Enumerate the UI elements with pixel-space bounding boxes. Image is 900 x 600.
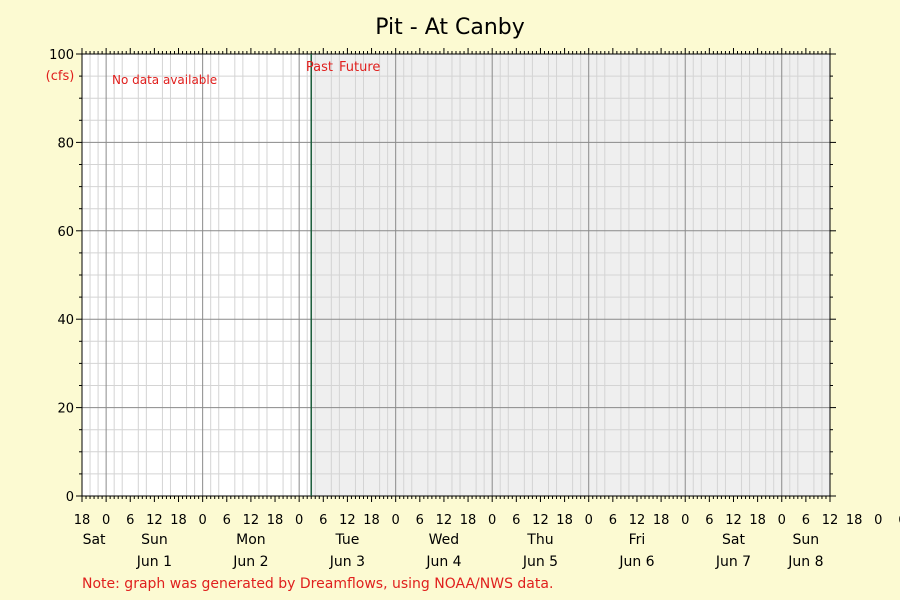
x-hour-tick-label: 0: [585, 513, 593, 528]
x-date-label: Jun 2: [232, 554, 268, 570]
x-hour-tick-label: 6: [126, 513, 134, 528]
x-hour-tick-label: 6: [705, 513, 713, 528]
x-day-label: Sat: [722, 532, 745, 548]
x-hour-tick-label: 18: [653, 513, 670, 528]
x-hour-tick-label: 6: [898, 513, 900, 528]
past-label: Past: [306, 60, 333, 75]
y-tick-label: 20: [57, 402, 74, 417]
y-tick-label: 0: [66, 490, 74, 505]
x-hour-tick-label: 18: [74, 513, 91, 528]
x-day-label: Mon: [236, 532, 266, 548]
y-axis-label: (cfs): [46, 69, 75, 84]
x-hour-tick-label: 18: [267, 513, 284, 528]
no-data-annotation: No data available: [112, 73, 217, 87]
x-hour-tick-label: 12: [629, 513, 646, 528]
x-hour-tick-label: 0: [681, 513, 689, 528]
x-day-label: Sun: [141, 532, 168, 548]
x-hour-tick-label: 0: [874, 513, 882, 528]
y-tick-label: 60: [57, 225, 74, 240]
x-hour-tick-label: 6: [802, 513, 810, 528]
x-hour-tick-label: 0: [102, 513, 110, 528]
x-hour-tick-label: 6: [319, 513, 327, 528]
x-hour-tick-label: 6: [223, 513, 231, 528]
x-date-label: Jun 3: [329, 554, 365, 570]
x-date-label: Jun 5: [522, 554, 558, 570]
x-hour-tick-label: 0: [488, 513, 496, 528]
x-hour-tick-label: 12: [243, 513, 260, 528]
x-day-label: Sun: [793, 532, 820, 548]
x-hour-tick-label: 6: [416, 513, 424, 528]
x-hour-tick-label: 0: [199, 513, 207, 528]
x-hour-tick-label: 0: [295, 513, 303, 528]
x-hour-tick-label: 18: [846, 513, 863, 528]
future-label: Future: [339, 60, 380, 75]
x-hour-tick-label: 12: [532, 513, 549, 528]
x-hour-tick-label: 18: [556, 513, 573, 528]
x-day-label: Sat: [83, 532, 106, 548]
x-date-label: Jun 4: [425, 554, 461, 570]
y-tick-label: 100: [49, 48, 74, 63]
x-hour-tick-label: 18: [170, 513, 187, 528]
chart-title: Pit - At Canby: [375, 15, 525, 40]
source-note: Note: graph was generated by Dreamflows,…: [82, 576, 553, 592]
x-hour-tick-label: 0: [392, 513, 400, 528]
x-hour-tick-label: 6: [609, 513, 617, 528]
x-hour-tick-label: 12: [436, 513, 453, 528]
x-day-label: Fri: [629, 532, 646, 548]
x-day-label: Wed: [429, 532, 460, 548]
y-tick-label: 40: [57, 313, 74, 328]
x-hour-tick-label: 12: [146, 513, 163, 528]
x-date-label: Jun 7: [715, 554, 751, 570]
y-tick-label: 80: [57, 136, 74, 151]
x-date-label: Jun 8: [787, 554, 823, 570]
x-day-label: Thu: [526, 532, 553, 548]
x-hour-tick-label: 18: [749, 513, 766, 528]
x-hour-tick-label: 12: [725, 513, 742, 528]
x-hour-tick-label: 12: [339, 513, 356, 528]
x-hour-tick-label: 18: [460, 513, 477, 528]
x-hour-tick-label: 12: [822, 513, 839, 528]
x-date-label: Jun 1: [136, 554, 172, 570]
x-date-label: Jun 6: [618, 554, 654, 570]
x-hour-tick-label: 0: [778, 513, 786, 528]
x-hour-tick-label: 18: [363, 513, 380, 528]
x-hour-tick-label: 6: [512, 513, 520, 528]
x-day-label: Tue: [334, 532, 359, 548]
